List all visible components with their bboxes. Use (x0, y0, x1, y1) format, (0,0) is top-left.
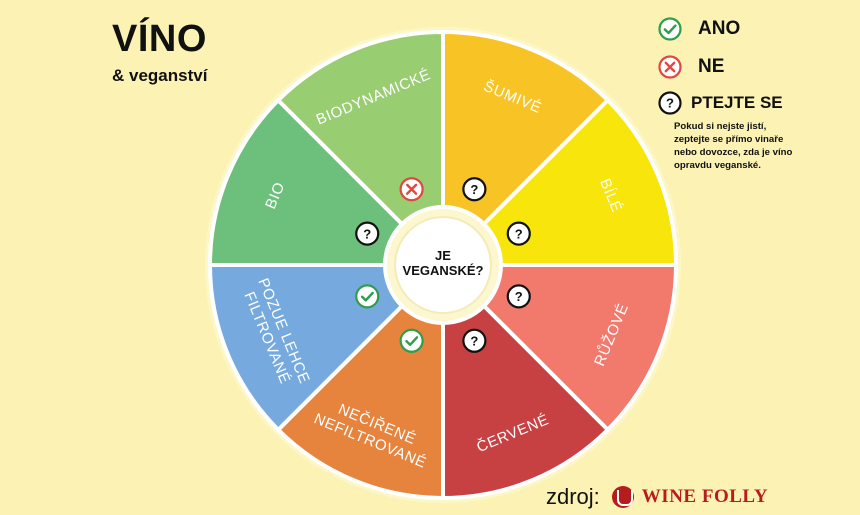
source-label: zdroj: (546, 484, 600, 509)
legend-yes-label: ANO (698, 18, 741, 39)
legend-ask-label: PTEJTE SE (691, 93, 783, 112)
svg-text:?: ? (666, 96, 674, 111)
question-icon: ? (462, 328, 487, 353)
segment-pozue-lehce-filtrovane (207, 263, 405, 433)
svg-text:?: ? (515, 226, 523, 241)
cross-icon (658, 55, 682, 79)
check-icon (658, 17, 682, 41)
hub (394, 216, 492, 314)
legend-ask: ? PTEJTE SE (658, 91, 783, 115)
svg-text:?: ? (363, 226, 371, 241)
segment-biodynamicke (275, 29, 445, 227)
hub-line-2: VEGANSKÉ? (403, 263, 484, 278)
legend-note: Pokud si nejste jistí, zeptejte se přímo… (674, 121, 793, 171)
svg-text:?: ? (515, 289, 523, 304)
legend-yes: ANO (658, 17, 740, 41)
legend-no-label: NE (698, 56, 725, 77)
legend: ANO NE ? PTEJTE SE Pokud si nejste jistí… (658, 0, 860, 200)
segment-ruzove (481, 263, 679, 433)
page-subtitle: & veganství (112, 66, 208, 85)
segment-bio (207, 97, 405, 267)
svg-text:?: ? (470, 334, 478, 349)
question-icon: ? (462, 177, 487, 202)
hub-line-1: JE (435, 248, 451, 263)
segment-cervene (441, 303, 611, 501)
segment-sumive (441, 29, 611, 227)
cross-icon (399, 177, 424, 202)
check-icon (399, 328, 424, 353)
source-credit: zdroj: WINE FOLLY (546, 484, 768, 510)
legend-no: NE (658, 55, 724, 79)
source-brand: WINE FOLLY (641, 486, 769, 507)
question-icon: ? (658, 91, 682, 115)
wine-folly-logo-icon (611, 486, 634, 508)
question-icon: ? (506, 221, 531, 246)
page-title: VÍNO (112, 18, 207, 60)
question-icon: ? (355, 221, 380, 246)
segment-necirene-nefiltrovane (275, 303, 445, 501)
svg-text:?: ? (470, 182, 478, 197)
check-icon (355, 284, 380, 309)
question-icon: ? (506, 284, 531, 309)
segment-bile (481, 97, 679, 267)
